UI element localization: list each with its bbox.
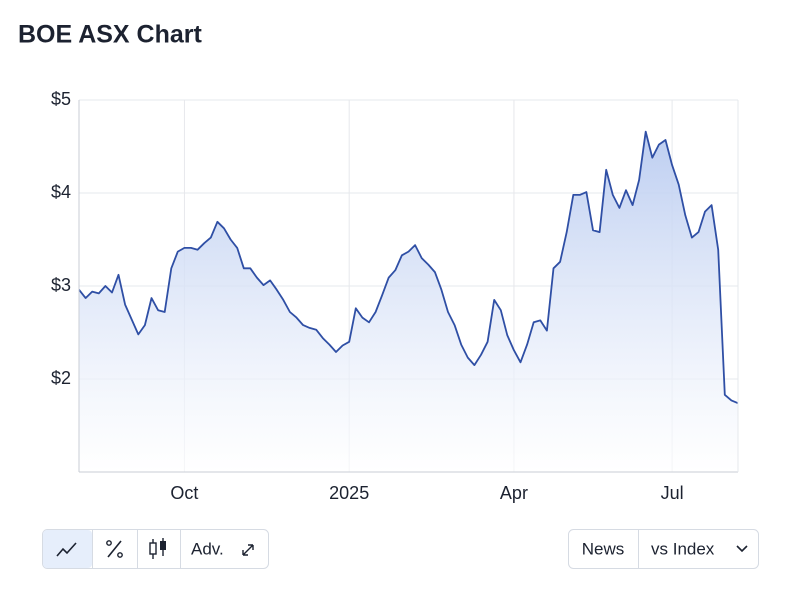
- advanced-button[interactable]: Adv.: [191, 539, 224, 558]
- overlay-toolbar: News vs Index: [568, 529, 759, 569]
- x-tick-label: 2025: [329, 483, 369, 503]
- line-icon: [56, 542, 77, 557]
- percent-icon: [117, 552, 123, 558]
- y-tick-label: $4: [51, 182, 71, 202]
- line-button[interactable]: [43, 530, 92, 568]
- y-tick-label: $3: [51, 275, 71, 295]
- y-tick-label: $5: [51, 89, 71, 109]
- x-tick-label: Oct: [170, 483, 198, 503]
- candle-hit[interactable]: [138, 530, 180, 568]
- y-tick-label: $2: [51, 368, 71, 388]
- dropdown-chevron[interactable]: [736, 545, 748, 553]
- x-tick-label: Jul: [661, 483, 684, 503]
- plot: $2 $3 $4 $5 Oct 2025 Apr Jul: [51, 89, 739, 503]
- candle-icon: [149, 542, 157, 555]
- x-tick-label: Apr: [500, 483, 528, 503]
- percent-button[interactable]: [93, 530, 137, 568]
- chart-title: BOE ASX Chart: [18, 21, 203, 49]
- candle-button[interactable]: [138, 530, 180, 568]
- index-dropdown[interactable]: vs Index: [651, 539, 715, 558]
- news-button[interactable]: News: [582, 539, 625, 558]
- chart-type-toolbar: Adv.: [42, 529, 269, 569]
- candle-icon: [160, 541, 166, 550]
- price-line: [78, 130, 739, 405]
- expand-icon[interactable]: [242, 544, 254, 556]
- area-fill: [79, 131, 738, 472]
- toolbar-frame: [568, 529, 759, 569]
- percent-icon: [106, 540, 112, 546]
- percent-icon: [107, 540, 122, 558]
